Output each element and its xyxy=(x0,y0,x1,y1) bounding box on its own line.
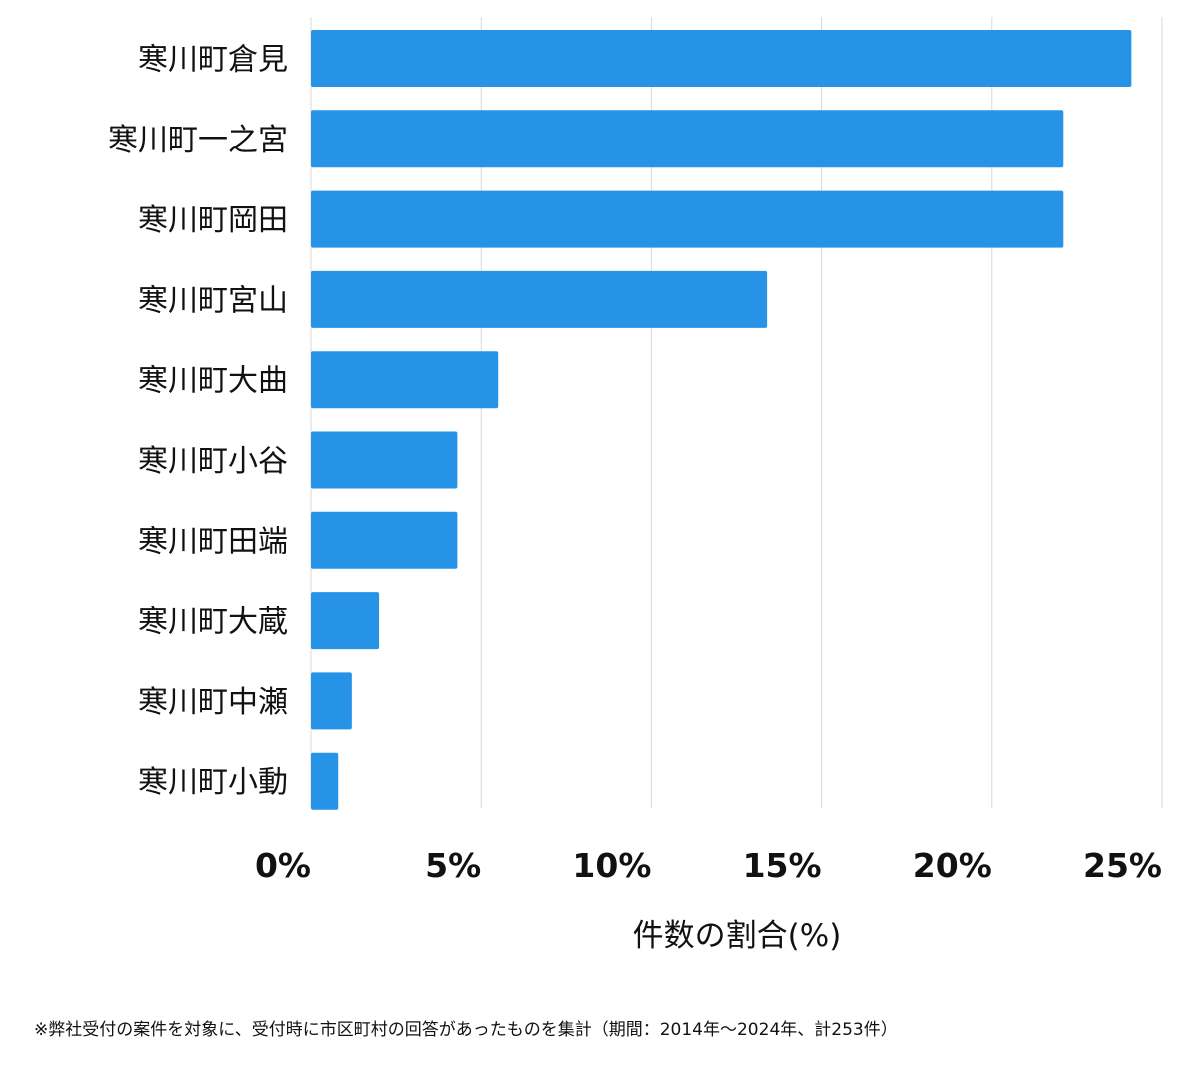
x-tick-labels: 0% 5% 10% 15% 20% 25% xyxy=(255,846,1162,885)
bar xyxy=(311,30,1132,87)
bar xyxy=(311,351,499,409)
category-label: 寒川町小谷 xyxy=(138,444,288,479)
category-label: 寒川町宮山 xyxy=(138,283,288,318)
category-label: 寒川町岡田 xyxy=(138,203,288,238)
footnote: ※弊社受付の案件を対象に、受付時に市区町村の回答があったものを集計（期間：201… xyxy=(34,1020,898,1040)
bar xyxy=(311,672,352,730)
bar xyxy=(311,752,339,810)
bars xyxy=(311,30,1132,810)
x-tick-label: 15% xyxy=(743,846,822,885)
x-tick-label: 0% xyxy=(255,846,311,885)
category-label: 寒川町大曲 xyxy=(138,364,288,399)
bar xyxy=(311,592,380,650)
category-label: 寒川町大蔵 xyxy=(138,605,288,640)
category-label: 寒川町一之宮 xyxy=(108,123,288,158)
x-tick-label: 5% xyxy=(425,846,481,885)
bar xyxy=(311,110,1064,168)
x-axis-title: 件数の割合(%) xyxy=(633,918,842,954)
x-tick-label: 25% xyxy=(1083,846,1162,885)
bar xyxy=(311,431,458,489)
x-tick-label: 20% xyxy=(913,846,992,885)
category-label: 寒川町倉見 xyxy=(138,43,288,78)
category-label: 寒川町小動 xyxy=(138,765,288,800)
bar xyxy=(311,190,1064,248)
bar xyxy=(311,511,458,569)
category-label: 寒川町田端 xyxy=(138,524,288,559)
x-tick-label: 10% xyxy=(572,846,651,885)
category-label: 寒川町中瀬 xyxy=(138,685,288,720)
category-labels: 寒川町倉見寒川町一之宮寒川町岡田寒川町宮山寒川町大曲寒川町小谷寒川町田端寒川町大… xyxy=(108,43,288,801)
bar xyxy=(311,270,768,328)
